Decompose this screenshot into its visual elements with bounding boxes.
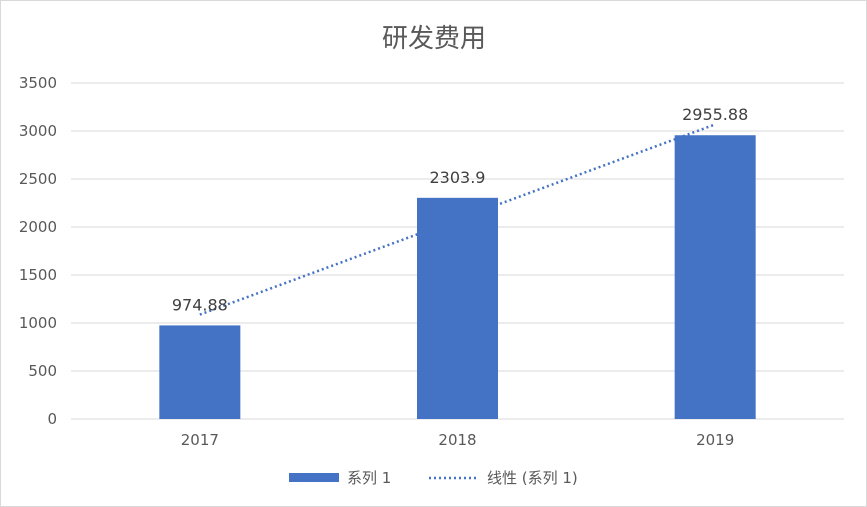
trendline: [199, 123, 716, 316]
x-tick-label: 2018: [438, 431, 476, 449]
y-axis-ticks: 0 500 1000 1500 2000 2500 3000 3500: [19, 74, 57, 428]
legend-swatch-series-1: [289, 473, 339, 482]
x-tick-label: 2019: [696, 431, 734, 449]
y-tick-label: 3000: [19, 122, 57, 140]
data-labels: 974.88 2303.9 2955.88: [172, 105, 748, 314]
y-tick-label: 3500: [19, 74, 57, 92]
y-tick-label: 500: [28, 362, 57, 380]
data-label: 974.88: [172, 295, 228, 314]
y-tick-label: 1500: [19, 266, 57, 284]
legend-label-trendline: 线性 (系列 1): [487, 469, 578, 487]
data-label: 2955.88: [682, 105, 748, 124]
bars: [159, 135, 756, 419]
x-tick-label: 2017: [181, 431, 219, 449]
y-tick-label: 0: [47, 410, 57, 428]
legend-label-series-1: 系列 1: [347, 469, 391, 487]
y-tick-label: 2000: [19, 218, 57, 236]
y-tick-label: 2500: [19, 170, 57, 188]
bar: [417, 197, 498, 419]
y-tick-label: 1000: [19, 314, 57, 332]
bar: [159, 325, 241, 419]
legend: 系列 1 线性 (系列 1): [289, 469, 578, 487]
x-axis-ticks: 2017 2018 2019: [181, 431, 735, 449]
trendline-layer: [199, 123, 716, 316]
bar: [674, 135, 756, 419]
chart-title: 研发费用: [382, 24, 486, 54]
data-label: 2303.9: [430, 168, 486, 187]
